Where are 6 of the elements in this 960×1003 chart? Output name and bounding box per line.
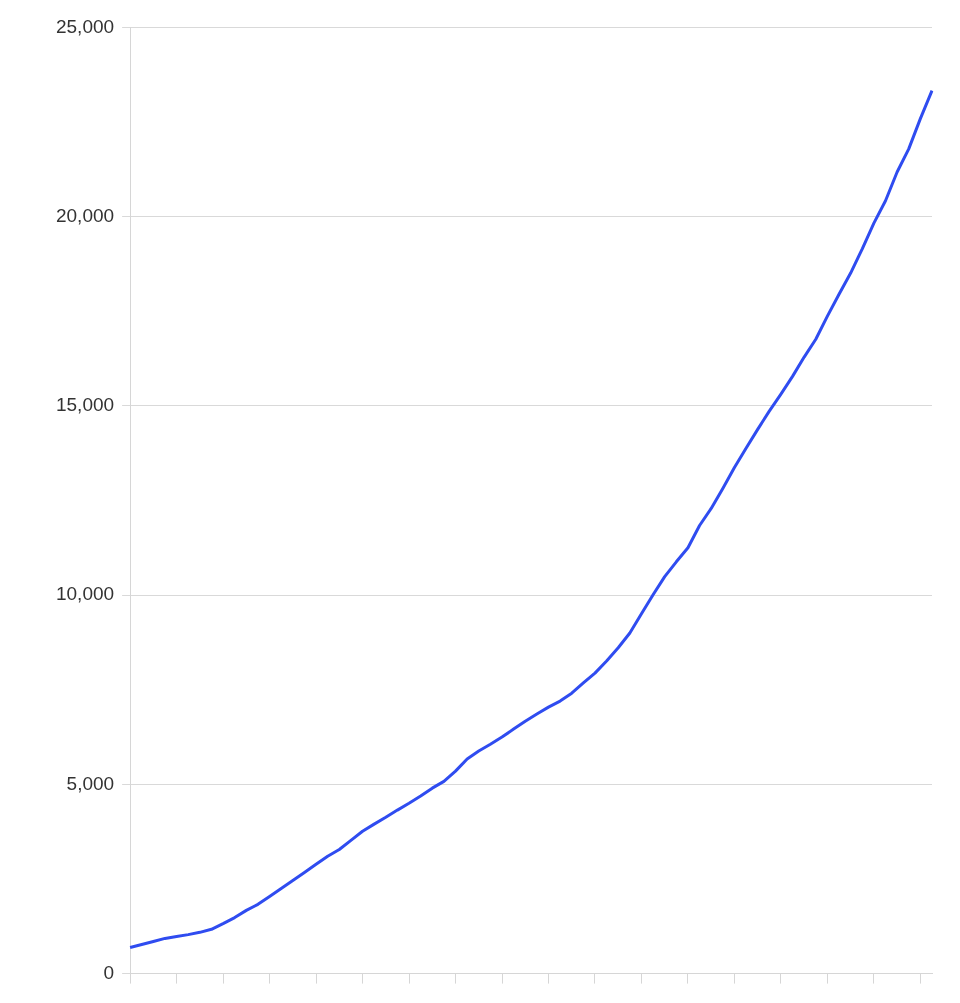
y-tick-label: 15,000 — [55, 394, 115, 416]
y-tick-label: 25,000 — [55, 15, 115, 37]
y-tick-label: 10,000 — [55, 583, 115, 605]
y-tick-label: 20,000 — [55, 204, 115, 226]
y-tick-label: 5,000 — [66, 772, 115, 794]
y-tick-label: 0 — [103, 961, 115, 983]
